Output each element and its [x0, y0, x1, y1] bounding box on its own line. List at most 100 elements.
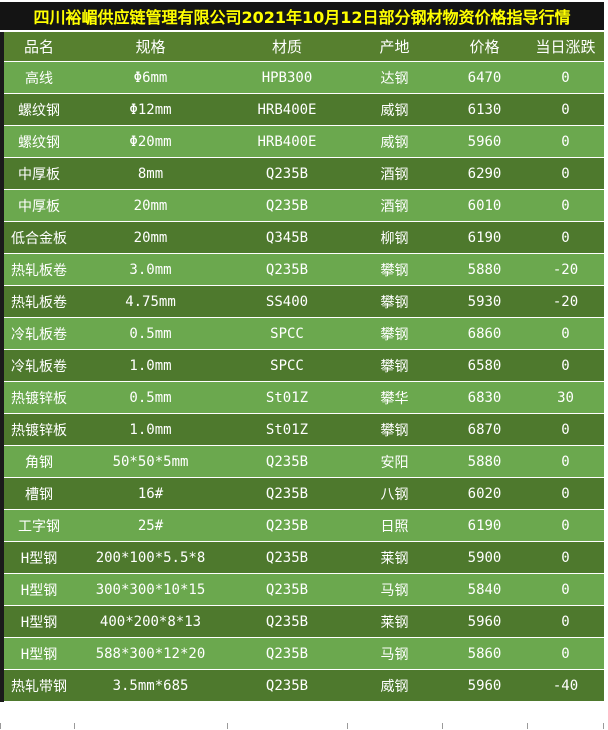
cell-spec: 1.0mm [74, 350, 227, 382]
cell-change: 0 [527, 158, 604, 190]
cell-product: H型钢 [4, 638, 74, 670]
cell-spec: 8mm [74, 158, 227, 190]
cell-change: 0 [527, 190, 604, 222]
cell-price: 6580 [442, 350, 527, 382]
cell-product: 低合金板 [4, 222, 74, 254]
cell-material: Q235B [227, 190, 347, 222]
cell-product: 工字钢 [4, 510, 74, 542]
cell-change: 0 [527, 542, 604, 574]
header-row: 品名 规格 材质 产地 价格 当日涨跌 [4, 32, 604, 62]
cell-product: 螺纹钢 [4, 94, 74, 126]
cell-price: 6470 [442, 62, 527, 94]
table-row: H型钢 300*300*10*15 Q235B 马钢 5840 0 [4, 574, 604, 606]
cell-origin: 酒钢 [347, 158, 442, 190]
table-row: 螺纹钢 Φ12mm HRB400E 威钢 6130 0 [4, 94, 604, 126]
cell-product: 冷轧板卷 [4, 318, 74, 350]
cell-price: 5930 [442, 286, 527, 318]
cell-change: 0 [527, 606, 604, 638]
cell-price: 5880 [442, 254, 527, 286]
cell-price: 6190 [442, 510, 527, 542]
table-row: 工字钢 25# Q235B 日照 6190 0 [4, 510, 604, 542]
cell-spec: 300*300*10*15 [74, 574, 227, 606]
cell-spec: 20mm [74, 222, 227, 254]
table-row: H型钢 400*200*8*13 Q235B 莱钢 5960 0 [4, 606, 604, 638]
cell-product: H型钢 [4, 606, 74, 638]
gridline-tick [0, 723, 1, 729]
cell-product: 槽钢 [4, 478, 74, 510]
cell-material: SPCC [227, 350, 347, 382]
cell-change: -20 [527, 286, 604, 318]
cell-spec: 400*200*8*13 [74, 606, 227, 638]
cell-origin: 攀钢 [347, 350, 442, 382]
cell-material: Q235B [227, 446, 347, 478]
cell-origin: 莱钢 [347, 606, 442, 638]
cell-origin: 酒钢 [347, 190, 442, 222]
table-row: 热镀锌板 0.5mm St01Z 攀华 6830 30 [4, 382, 604, 414]
cell-origin: 威钢 [347, 94, 442, 126]
cell-origin: 攀钢 [347, 318, 442, 350]
cell-change: 0 [527, 574, 604, 606]
cell-price: 5960 [442, 670, 527, 702]
cell-origin: 攀钢 [347, 254, 442, 286]
price-table: 品名 规格 材质 产地 价格 当日涨跌 高线 Φ6mm HPB300 达钢 6470 0 螺纹钢 Φ12… [0, 32, 604, 702]
table-row: 螺纹钢 Φ20mm HRB400E 威钢 5960 0 [4, 126, 604, 158]
cell-change: 0 [527, 222, 604, 254]
table-row: 热轧板卷 3.0mm Q235B 攀钢 5880 -20 [4, 254, 604, 286]
cell-change: 0 [527, 318, 604, 350]
cell-change: 0 [527, 94, 604, 126]
cell-product: 中厚板 [4, 190, 74, 222]
table-body: 高线 Φ6mm HPB300 达钢 6470 0 螺纹钢 Φ12mm HRB400E 威钢 6130… [4, 62, 604, 702]
cell-material: Q235B [227, 670, 347, 702]
cell-material: Q235B [227, 638, 347, 670]
cell-spec: 200*100*5.5*8 [74, 542, 227, 574]
cell-price: 6860 [442, 318, 527, 350]
cell-material: Q235B [227, 510, 347, 542]
table-row: H型钢 588*300*12*20 Q235B 马钢 5860 0 [4, 638, 604, 670]
table-row: 角钢 50*50*5mm Q235B 安阳 5880 0 [4, 446, 604, 478]
cell-product: H型钢 [4, 574, 74, 606]
cell-price: 5880 [442, 446, 527, 478]
cell-spec: 1.0mm [74, 414, 227, 446]
gridline-tick [603, 723, 604, 729]
cell-product: 热镀锌板 [4, 414, 74, 446]
cell-product: 中厚板 [4, 158, 74, 190]
cell-spec: 25# [74, 510, 227, 542]
table-row: 槽钢 16# Q235B 八钢 6020 0 [4, 478, 604, 510]
table-row: H型钢 200*100*5.5*8 Q235B 莱钢 5900 0 [4, 542, 604, 574]
cell-spec: 50*50*5mm [74, 446, 227, 478]
cell-material: Q345B [227, 222, 347, 254]
table-row: 中厚板 20mm Q235B 酒钢 6010 0 [4, 190, 604, 222]
cell-price: 6010 [442, 190, 527, 222]
cell-change: 0 [527, 446, 604, 478]
gridline-tick [527, 723, 528, 729]
table-row: 热镀锌板 1.0mm St01Z 攀钢 6870 0 [4, 414, 604, 446]
cell-change: 0 [527, 126, 604, 158]
cell-price: 5960 [442, 606, 527, 638]
table-row: 冷轧板卷 1.0mm SPCC 攀钢 6580 0 [4, 350, 604, 382]
cell-origin: 威钢 [347, 670, 442, 702]
gridline-tick [74, 723, 75, 729]
bottom-gridline-strip [0, 723, 608, 730]
cell-price: 6830 [442, 382, 527, 414]
column-header-price: 价格 [442, 32, 527, 62]
table-row: 中厚板 8mm Q235B 酒钢 6290 0 [4, 158, 604, 190]
cell-product: 热轧板卷 [4, 286, 74, 318]
cell-product: 角钢 [4, 446, 74, 478]
cell-material: HRB400E [227, 126, 347, 158]
cell-change: -20 [527, 254, 604, 286]
table-row: 冷轧板卷 0.5mm SPCC 攀钢 6860 0 [4, 318, 604, 350]
cell-material: St01Z [227, 414, 347, 446]
cell-spec: 0.5mm [74, 382, 227, 414]
cell-product: 热轧板卷 [4, 254, 74, 286]
cell-change: 30 [527, 382, 604, 414]
cell-product: 高线 [4, 62, 74, 94]
cell-product: H型钢 [4, 542, 74, 574]
cell-spec: 3.0mm [74, 254, 227, 286]
cell-change: -40 [527, 670, 604, 702]
cell-spec: 0.5mm [74, 318, 227, 350]
cell-material: Q235B [227, 254, 347, 286]
cell-price: 5900 [442, 542, 527, 574]
cell-material: SPCC [227, 318, 347, 350]
cell-origin: 威钢 [347, 126, 442, 158]
cell-material: Q235B [227, 478, 347, 510]
